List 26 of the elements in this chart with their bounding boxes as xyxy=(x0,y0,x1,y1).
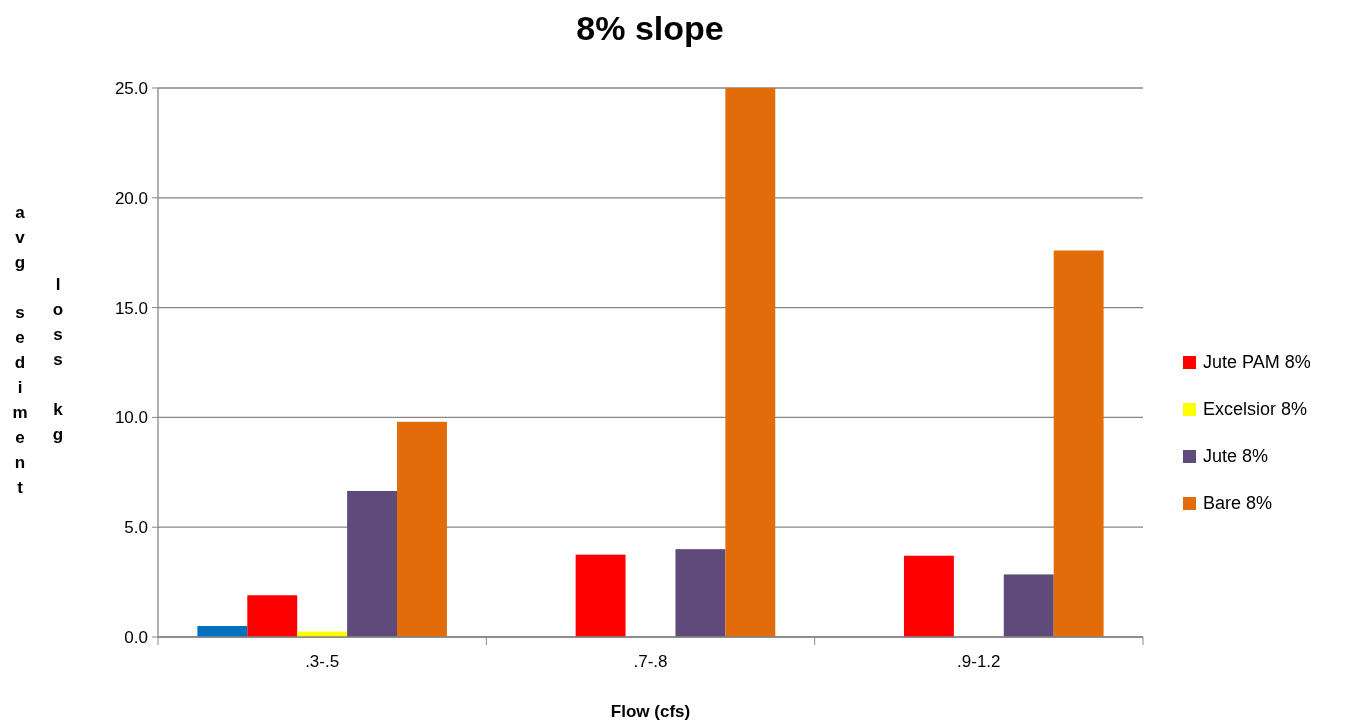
x-axis-title: Flow (cfs) xyxy=(610,702,691,721)
chart-title: 8% slope xyxy=(576,9,724,47)
bar xyxy=(247,595,298,637)
bar xyxy=(1003,574,1054,637)
y-tick-label: 20.0 xyxy=(114,188,148,208)
x-tick-label: .7-.8 xyxy=(633,652,668,671)
y-axis-title: avg sediment loss kg xyxy=(10,202,68,503)
bar xyxy=(1053,250,1104,637)
bar xyxy=(397,421,447,637)
bar xyxy=(903,555,954,637)
bar xyxy=(575,554,626,637)
y-tick-label: 10.0 xyxy=(114,408,148,428)
y-tick-label: 15.0 xyxy=(114,298,148,318)
legend-label: Jute PAM 8% xyxy=(1203,352,1311,373)
y-tick-label: 0.0 xyxy=(124,627,148,647)
bar xyxy=(725,88,776,637)
bar xyxy=(675,549,726,637)
legend-label: Excelsior 8% xyxy=(1203,399,1308,420)
legend-label: Bare 8% xyxy=(1203,493,1273,514)
y-tick-label: 25.0 xyxy=(114,78,148,98)
bar xyxy=(197,626,248,637)
x-tick-label: .3-.5 xyxy=(305,652,340,671)
x-tick-label: .9-1.2 xyxy=(957,652,1001,671)
y-tick-label: 5.0 xyxy=(124,518,148,538)
legend-label: Jute 8% xyxy=(1203,446,1269,467)
bar xyxy=(347,490,398,637)
